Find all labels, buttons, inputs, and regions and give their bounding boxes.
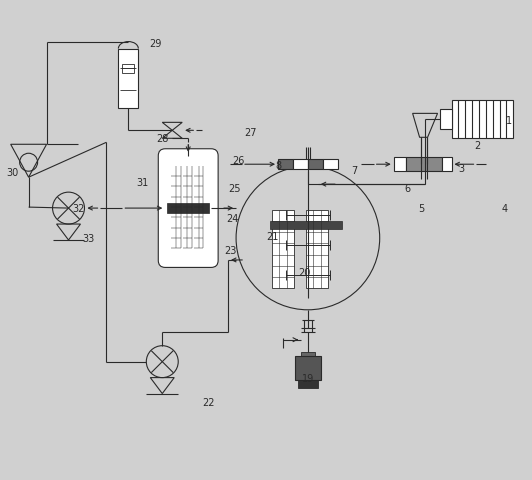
Bar <box>452 101 513 139</box>
Bar <box>394 158 405 172</box>
Text: 5: 5 <box>419 204 425 214</box>
Text: 8: 8 <box>275 161 281 171</box>
Text: 31: 31 <box>136 178 148 188</box>
Bar <box>306 211 328 288</box>
Text: 20: 20 <box>298 267 311 277</box>
Text: 25: 25 <box>228 184 240 194</box>
Text: 19: 19 <box>302 373 314 383</box>
Text: 30: 30 <box>6 168 19 178</box>
Text: 24: 24 <box>226 214 238 224</box>
Text: 21: 21 <box>266 231 278 241</box>
Text: 1: 1 <box>506 116 512 126</box>
Text: 4: 4 <box>501 204 508 214</box>
Bar <box>298 380 318 388</box>
Text: 3: 3 <box>459 164 464 174</box>
Text: 2: 2 <box>475 141 480 151</box>
Bar <box>278 160 293 170</box>
Text: 23: 23 <box>224 245 236 255</box>
Text: 7: 7 <box>352 166 358 176</box>
Bar <box>272 211 294 288</box>
Bar <box>301 352 315 356</box>
Text: 26: 26 <box>232 156 244 166</box>
Bar <box>293 160 308 170</box>
Text: 28: 28 <box>156 134 169 144</box>
Bar <box>167 204 209 214</box>
Text: 33: 33 <box>82 233 95 243</box>
Text: 32: 32 <box>72 204 85 214</box>
Text: 29: 29 <box>149 38 162 48</box>
Bar <box>295 356 321 380</box>
Bar <box>323 160 338 170</box>
Bar <box>405 158 442 172</box>
Bar <box>122 64 135 74</box>
Bar <box>119 49 138 109</box>
Text: 22: 22 <box>202 396 214 407</box>
FancyBboxPatch shape <box>159 149 218 268</box>
Text: 27: 27 <box>244 128 256 138</box>
Bar <box>439 110 452 130</box>
Bar <box>442 158 452 172</box>
Text: 6: 6 <box>404 184 411 194</box>
Bar <box>308 160 323 170</box>
Bar <box>270 222 342 229</box>
